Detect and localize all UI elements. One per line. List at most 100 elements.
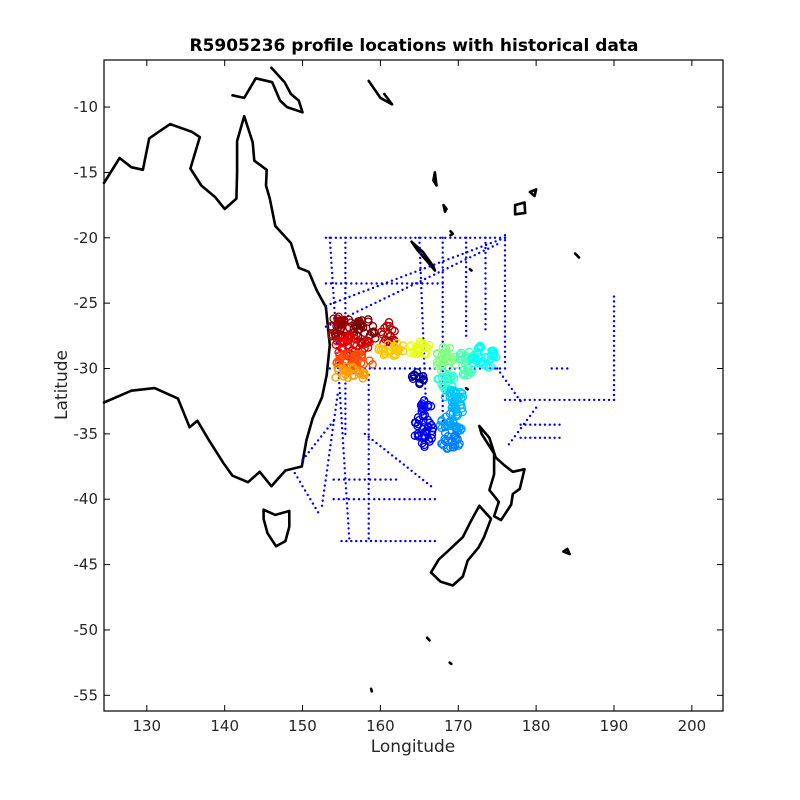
float-profile-point [374, 343, 383, 353]
historical-profile-point [337, 478, 341, 481]
historical-profile-point [400, 282, 404, 285]
historical-profile-point [360, 308, 364, 311]
float-profile-point [445, 409, 455, 418]
historical-profile-point [369, 539, 373, 543]
historical-profile-point [388, 498, 391, 501]
historical-profile-point [383, 367, 387, 370]
historical-profile-point [403, 498, 406, 501]
historical-profile-point [504, 379, 508, 382]
historical-profile-point [478, 251, 481, 255]
y-tick-label: -15 [74, 163, 99, 181]
historical-profile-point [367, 413, 370, 416]
coastline [262, 508, 291, 548]
historical-profile-point [448, 367, 452, 370]
historical-profile-point [513, 435, 517, 438]
historical-profile-point [409, 539, 412, 543]
x-tick-label: 150 [288, 717, 317, 735]
historical-profile-point [612, 324, 616, 328]
y-tick-label: -25 [74, 294, 99, 312]
historical-profile-point [461, 252, 464, 256]
historical-profile-point [484, 243, 488, 247]
historical-profile-point [381, 283, 384, 286]
historical-profile-point [425, 481, 429, 485]
historical-profile-point [344, 236, 347, 239]
y-tick-label: -10 [74, 98, 99, 116]
historical-profile-point [612, 364, 616, 367]
float-profile-point [458, 389, 467, 398]
coastline [468, 267, 473, 272]
historical-profile-point [362, 290, 365, 293]
historical-profile-point [367, 532, 370, 535]
historical-profile-point [331, 276, 334, 280]
historical-profile-point [387, 451, 390, 454]
historical-profile-point [503, 305, 507, 308]
historical-profile-point [344, 482, 347, 485]
float-profile-layer [326, 312, 501, 453]
historical-profile-point [441, 340, 444, 343]
historical-profile-point [367, 408, 370, 411]
historical-profile-point [378, 299, 382, 302]
historical-profile-point [414, 539, 417, 543]
float-profile-point [446, 421, 455, 430]
historical-profile-point [456, 254, 460, 257]
historical-profile-point [379, 445, 382, 448]
historical-profile-point [367, 522, 370, 525]
historical-profile-point [538, 423, 542, 426]
historical-profile-point [533, 398, 536, 402]
historical-profile-point [367, 288, 370, 291]
historical-profile-point [383, 498, 386, 501]
x-axis-label: Longitude [371, 737, 456, 757]
historical-profile-point [558, 423, 561, 426]
historical-profile-point [310, 447, 314, 450]
float-profile-point [440, 422, 450, 432]
historical-profile-point [451, 256, 455, 259]
historical-profile-point [367, 403, 370, 406]
historical-profile-point [340, 412, 343, 415]
historical-profile-point [459, 260, 463, 263]
historical-profile-point [323, 431, 326, 434]
historical-profile-point [612, 320, 616, 323]
coastline [464, 386, 469, 391]
historical-profile-point [353, 478, 356, 481]
float-profile-point [415, 340, 424, 349]
historical-profile-point [350, 539, 353, 543]
historical-profile-point [384, 539, 387, 543]
historical-profile-point [332, 301, 336, 305]
historical-profile-point [519, 400, 522, 403]
historical-profile-point [389, 236, 392, 239]
historical-profile-point [374, 539, 378, 543]
historical-profile-point [344, 251, 347, 255]
float-profile-point [356, 319, 366, 329]
historical-profile-point [344, 487, 348, 490]
historical-profile-point [510, 439, 514, 442]
historical-profile-point [330, 438, 333, 442]
historical-profile-point [510, 387, 513, 391]
float-profile-point [414, 431, 424, 440]
historical-profile-point [441, 271, 444, 274]
historical-profile-point [394, 478, 398, 481]
historical-profile-point [330, 433, 334, 437]
historical-profile-point [332, 498, 335, 501]
coastline [449, 229, 455, 237]
historical-profile-point [464, 324, 468, 328]
historical-profile-point [326, 427, 329, 430]
float-profile-point [343, 350, 353, 359]
historical-profile-point [578, 398, 581, 402]
historical-profile-point [367, 393, 370, 396]
historical-profile-point [329, 246, 332, 249]
historical-profile-point [345, 502, 349, 505]
historical-profile-point [473, 236, 477, 239]
historical-profile-point [335, 398, 339, 401]
historical-profile-point [344, 477, 347, 480]
coastline [477, 424, 526, 522]
historical-profile-point [379, 478, 382, 481]
historical-profile-point [553, 436, 556, 439]
historical-profile-point [437, 271, 440, 274]
float-profile-point [355, 325, 364, 334]
historical-profile-point [367, 453, 370, 456]
historical-profile-point [344, 281, 347, 285]
historical-profile-point [371, 438, 374, 442]
historical-profile-point [441, 286, 444, 289]
float-profile-point [445, 392, 454, 402]
historical-profile-point [524, 436, 527, 439]
